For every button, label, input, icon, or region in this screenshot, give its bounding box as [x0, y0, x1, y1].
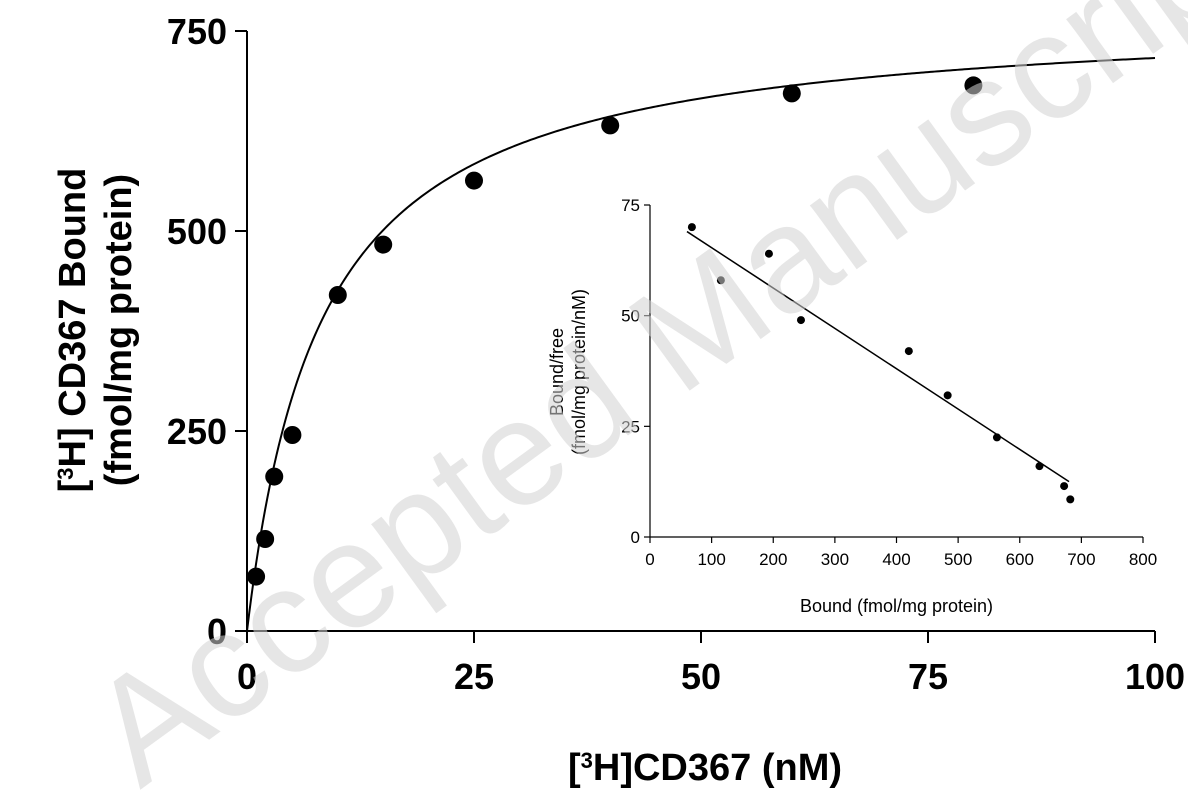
main-data-point	[601, 116, 620, 135]
inset-x-tick-label: 600	[1006, 550, 1034, 569]
inset-x-tick-label: 400	[882, 550, 910, 569]
inset-y-tick-label: 25	[621, 417, 640, 436]
watermark: Accepted Manuscript	[60, 0, 1188, 802]
main-x-tick-label: 100	[1125, 656, 1185, 697]
inset-regression-line	[686, 230, 1070, 483]
inset-data-point	[687, 223, 696, 232]
inset-data-point	[992, 433, 1001, 442]
main-fit-curve	[246, 56, 1156, 632]
inset-data-point	[764, 249, 773, 258]
inset-x-tick-label: 500	[944, 550, 972, 569]
main-x-axis-label: [3H]CD367 (nM)	[568, 747, 842, 789]
main-data-point	[328, 286, 347, 304]
main-data-point	[265, 467, 284, 486]
main-data-point	[782, 84, 801, 103]
main-y-tick-label: 750	[167, 11, 227, 52]
main-x-tick-label: 75	[908, 656, 948, 697]
main-y-axis-label-line1: [3H] CD367 Bound	[52, 168, 94, 493]
inset-data-point	[716, 276, 725, 285]
inset-y-tick-label: 75	[621, 196, 640, 215]
main-data-point	[247, 567, 266, 586]
inset-x-axis-label: Bound (fmol/mg protein)	[800, 596, 993, 616]
inset-data-point	[943, 391, 952, 400]
main-x-tick-label: 0	[237, 656, 257, 697]
inset-data-point	[904, 347, 913, 356]
main-data-point	[374, 235, 393, 254]
inset-x-tick-label: 0	[645, 550, 654, 569]
inset-data-point	[1060, 482, 1069, 491]
main-data-point	[465, 171, 483, 190]
main-y-tick-label: 250	[167, 411, 227, 452]
inset-data-point	[1066, 495, 1075, 504]
inset-x-tick-label: 800	[1129, 550, 1157, 569]
main-y-axis-label: [3H] CD367 Bound (fmol/mg protein)	[52, 168, 140, 493]
main-y-tick-label: 500	[167, 211, 227, 252]
inset-y-axis-label: Bound/free (fmol/mg protein/nM)	[547, 289, 589, 455]
main-data-point	[283, 426, 302, 444]
inset-y-axis-label-line2: (fmol/mg protein/nM)	[569, 289, 589, 455]
inset-data-point	[796, 316, 805, 325]
main-y-axis-label-line2: (fmol/mg protein)	[98, 174, 140, 486]
inset-x-tick-label: 300	[821, 550, 849, 569]
main-data-point	[964, 76, 983, 95]
inset-x-tick-label: 700	[1067, 550, 1095, 569]
main-data-point	[256, 530, 275, 548]
main-y-tick-label: 0	[207, 611, 227, 652]
main-x-tick-label: 25	[454, 656, 494, 697]
inset-y-axis-label-line1: Bound/free	[547, 328, 567, 416]
inset-x-tick-label: 100	[697, 550, 725, 569]
main-x-tick-label: 50	[681, 656, 721, 697]
inset-y-tick-label: 50	[621, 307, 640, 326]
inset-y-tick-label: 0	[631, 528, 640, 547]
inset-data-point	[1035, 462, 1044, 471]
inset-x-tick-label: 200	[759, 550, 787, 569]
